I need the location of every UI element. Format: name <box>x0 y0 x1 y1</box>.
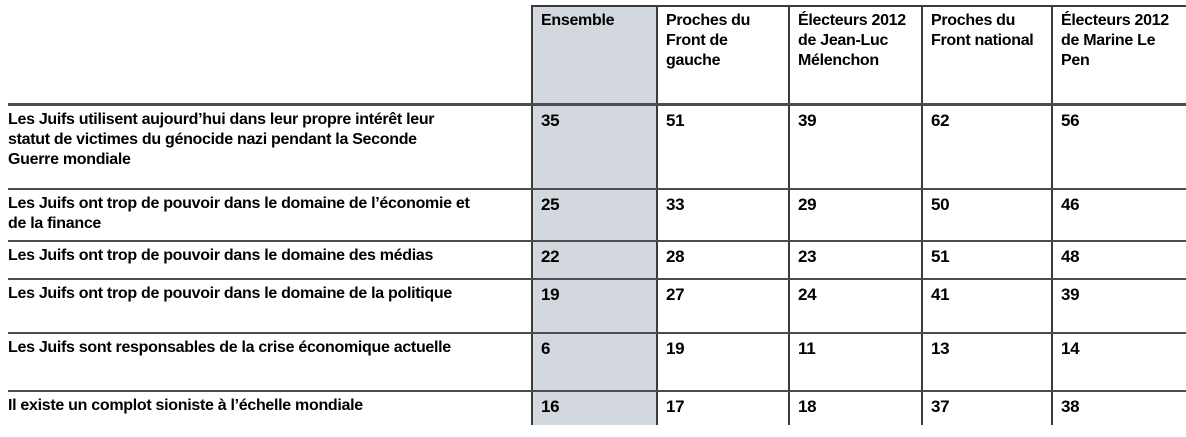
value-cell: 62 <box>921 104 1052 190</box>
table-row: Les Juifs ont trop de pouvoir dans le do… <box>8 241 1186 280</box>
value-cell: 51 <box>921 241 1052 280</box>
statement-cell: Les Juifs ont trop de pouvoir dans le do… <box>8 189 532 242</box>
value-cell: 13 <box>921 333 1052 392</box>
statement-cell: Les Juifs ont trop de pouvoir dans le do… <box>8 241 532 280</box>
corner-cell <box>8 6 532 106</box>
statement-cell: Les Juifs utilisent aujourd’hui dans leu… <box>8 104 532 190</box>
value-cell: 41 <box>921 279 1052 334</box>
value-cell: 27 <box>656 279 789 334</box>
header-row: Ensemble Proches du Front de gauche Élec… <box>8 5 1186 106</box>
column-header-electeurs-le-pen: Électeurs 2012 de Marine Le Pen <box>1051 5 1186 106</box>
column-header-front-national: Proches du Front national <box>921 5 1052 106</box>
value-cell: 25 <box>531 189 657 242</box>
value-cell: 18 <box>788 391 922 425</box>
value-cell: 46 <box>1051 189 1186 242</box>
value-cell: 38 <box>1051 391 1186 425</box>
value-cell: 39 <box>1051 279 1186 334</box>
value-cell: 48 <box>1051 241 1186 280</box>
value-cell: 29 <box>788 189 922 242</box>
table-row: Les Juifs ont trop de pouvoir dans le do… <box>8 189 1186 242</box>
value-cell: 50 <box>921 189 1052 242</box>
value-cell: 14 <box>1051 333 1186 392</box>
value-cell: 17 <box>656 391 789 425</box>
statement-cell: Les Juifs sont responsables de la crise … <box>8 333 532 392</box>
value-cell: 6 <box>531 333 657 392</box>
value-cell: 51 <box>656 104 789 190</box>
value-cell: 22 <box>531 241 657 280</box>
value-cell: 33 <box>656 189 789 242</box>
value-cell: 37 <box>921 391 1052 425</box>
value-cell: 19 <box>656 333 789 392</box>
value-cell: 35 <box>531 104 657 190</box>
table-row: Il existe un complot sioniste à l’échell… <box>8 391 1186 425</box>
column-header-ensemble: Ensemble <box>531 5 657 106</box>
statement-cell: Les Juifs ont trop de pouvoir dans le do… <box>8 279 532 334</box>
table-row: Les Juifs utilisent aujourd’hui dans leu… <box>8 104 1186 190</box>
table-row: Les Juifs sont responsables de la crise … <box>8 333 1186 392</box>
value-cell: 28 <box>656 241 789 280</box>
table-container: Ensemble Proches du Front de gauche Élec… <box>8 5 1186 425</box>
value-cell: 19 <box>531 279 657 334</box>
column-header-electeurs-melenchon: Électeurs 2012 de Jean-Luc Mélenchon <box>788 5 922 106</box>
statement-cell: Il existe un complot sioniste à l’échell… <box>8 397 363 414</box>
value-cell: 16 <box>531 391 657 425</box>
value-cell: 24 <box>788 279 922 334</box>
table-row: Les Juifs ont trop de pouvoir dans le do… <box>8 279 1186 334</box>
value-cell: 56 <box>1051 104 1186 190</box>
column-header-front-de-gauche: Proches du Front de gauche <box>656 5 789 106</box>
value-cell: 23 <box>788 241 922 280</box>
survey-table: Ensemble Proches du Front de gauche Élec… <box>8 5 1186 425</box>
value-cell: 39 <box>788 104 922 190</box>
value-cell: 11 <box>788 333 922 392</box>
